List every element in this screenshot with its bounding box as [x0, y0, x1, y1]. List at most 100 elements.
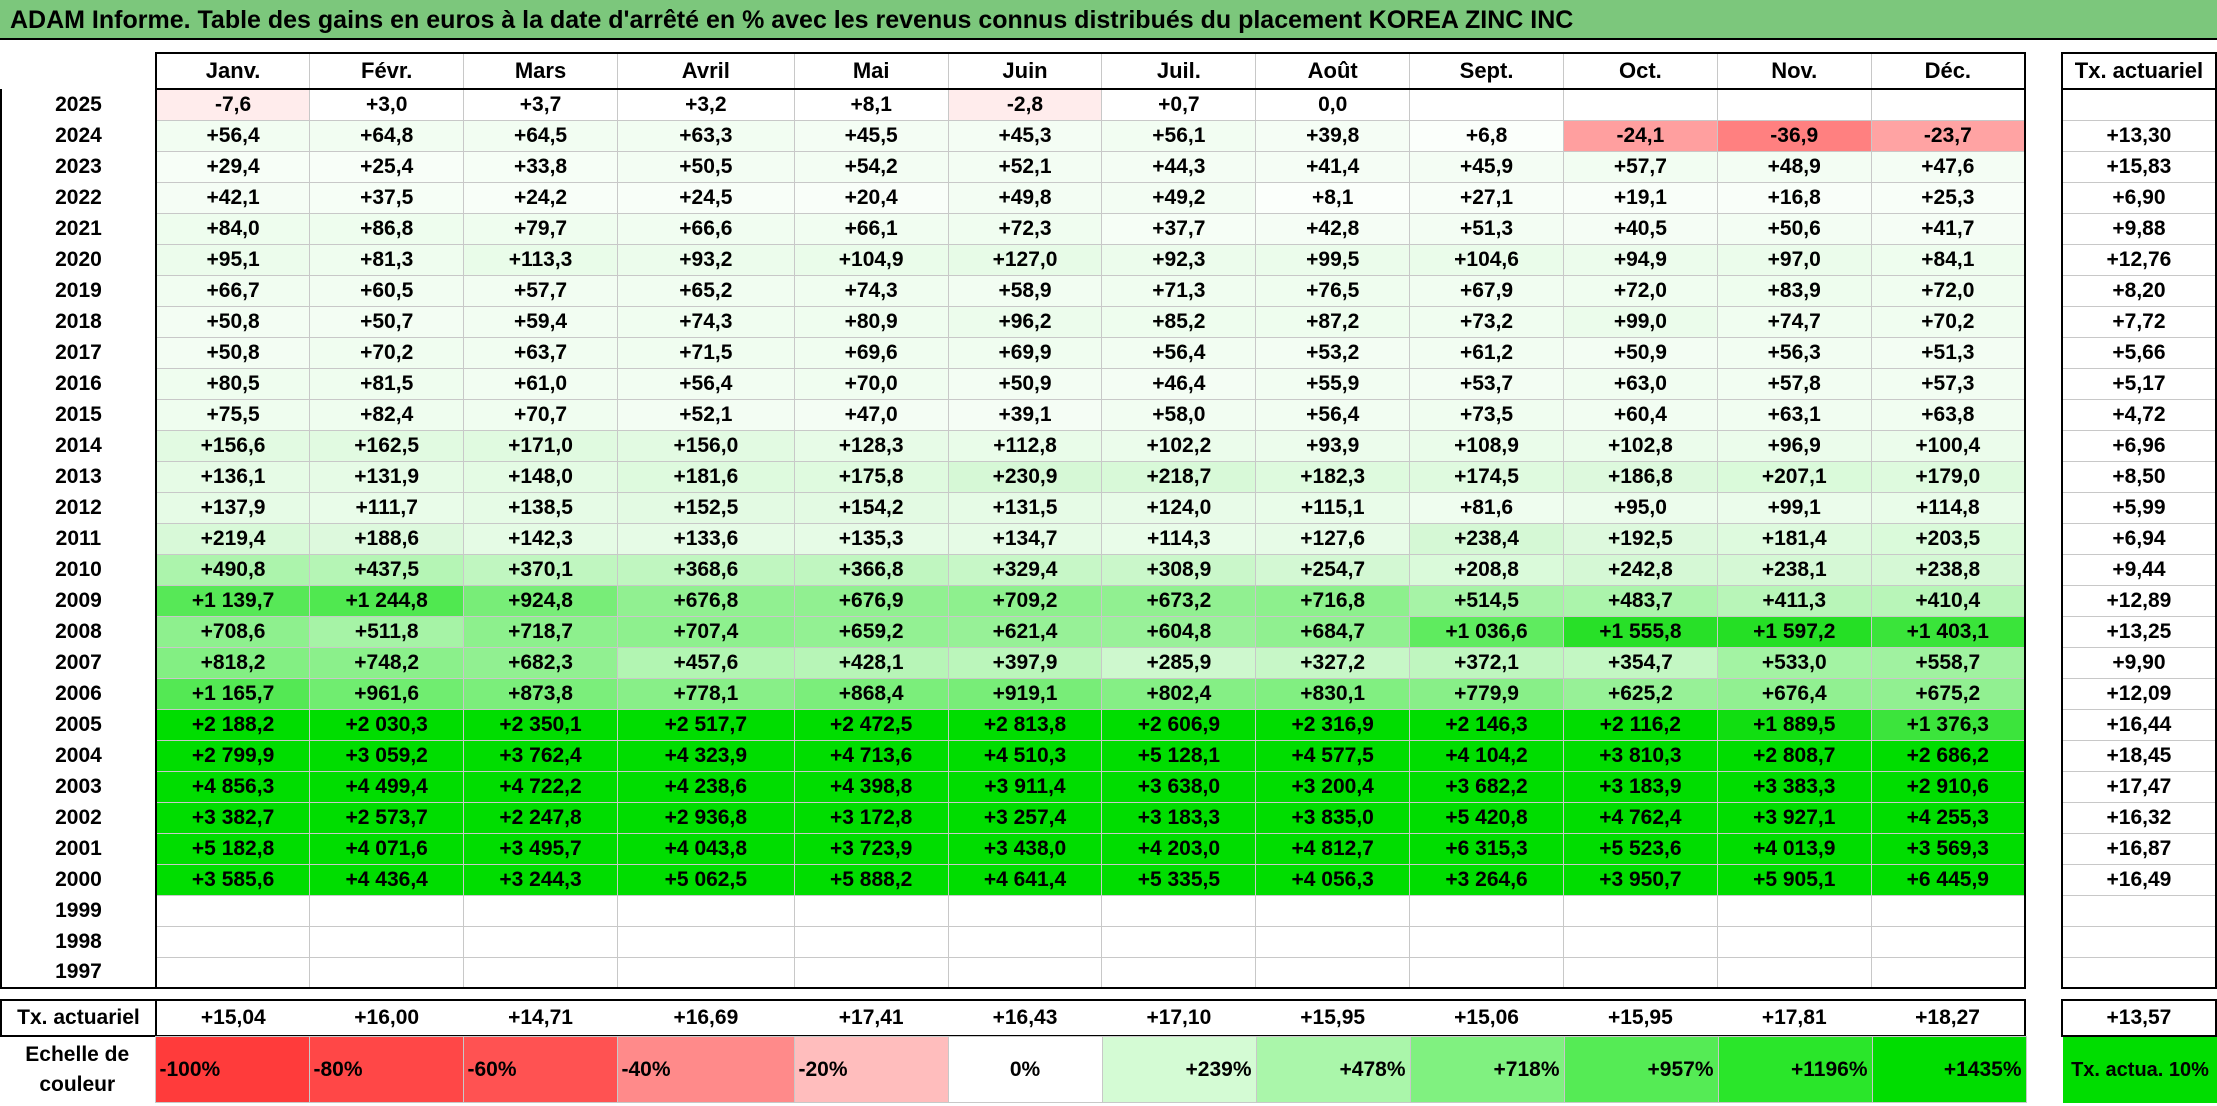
gain-cell: +69,9 — [947, 336, 1103, 369]
gain-cell: +4 499,4 — [309, 770, 465, 803]
gain-cell: +53,7 — [1409, 367, 1564, 400]
gain-cell: +3,0 — [309, 88, 465, 121]
gain-cell: +24,2 — [463, 181, 618, 214]
gain-cell: +625,2 — [1562, 677, 1718, 710]
gain-cell: +3 172,8 — [793, 801, 949, 834]
scale-label: Echelle de couleur — [25, 1042, 130, 1096]
actuarial-rate: +12,76 — [2060, 243, 2217, 276]
gain-cell: +4 577,5 — [1255, 739, 1411, 772]
gain-cell: +1 597,2 — [1716, 615, 1872, 648]
gain-cell: +397,9 — [947, 646, 1103, 679]
spacer-cell — [948, 988, 1102, 1000]
month-actuarial-rate: +14,71 — [463, 999, 618, 1037]
gain-cell: +372,1 — [1409, 646, 1564, 679]
gain-cell: +108,9 — [1409, 429, 1564, 462]
gain-cell: +207,1 — [1716, 460, 1872, 493]
spacer-cell — [463, 988, 618, 1000]
gain-cell: +135,3 — [793, 522, 949, 555]
gain-cell — [1255, 925, 1411, 958]
gain-cell: +162,5 — [309, 429, 465, 462]
actuarial-rate: +9,88 — [2060, 212, 2217, 245]
table-row: 2024 +56,4 +64,8 +64,5 +63,3 +45,5 +45,3 +56,1 +… — [0, 119, 2217, 152]
gap-cell — [2025, 368, 2062, 399]
spacer-cell — [1717, 988, 1872, 1000]
gain-cell: +2 188,2 — [154, 708, 311, 741]
gain-cell: +4 203,0 — [1101, 832, 1257, 865]
gain-cell: +76,5 — [1255, 274, 1411, 307]
gain-cell: +5 523,6 — [1562, 832, 1718, 865]
gain-cell: +748,2 — [309, 646, 465, 679]
gain-cell: +25,3 — [1870, 181, 2026, 214]
gain-cell: +33,8 — [463, 150, 618, 183]
gain-cell: +4 013,9 — [1716, 832, 1872, 865]
gain-cell: +2 472,5 — [793, 708, 949, 741]
month-header: Sept. — [1409, 52, 1564, 90]
gain-cell: +2 517,7 — [616, 708, 795, 741]
gain-cell: +48,9 — [1716, 150, 1872, 183]
table-row: 2002 +3 382,7 +2 573,7 +2 247,8 +2 936,8 +3 1… — [0, 801, 2217, 834]
gap-cell — [2025, 337, 2062, 368]
gain-cell: +230,9 — [947, 460, 1103, 493]
gain-cell: +25,4 — [309, 150, 465, 183]
scale-swatch: -100% — [154, 1036, 310, 1103]
gain-cell: +131,9 — [309, 460, 465, 493]
spacer-cell — [2061, 988, 2216, 1000]
gain-cell: +8,1 — [1255, 181, 1411, 214]
gain-cell: +93,9 — [1255, 429, 1411, 462]
gain-cell: +71,5 — [616, 336, 795, 369]
gain-cell: +27,1 — [1409, 181, 1564, 214]
gain-cell: +3 638,0 — [1101, 770, 1257, 803]
gain-cell: +5 905,1 — [1716, 863, 1872, 896]
spacer-cell — [1, 988, 156, 1000]
gain-cell: +112,8 — [947, 429, 1103, 462]
gain-cell: +558,7 — [1870, 646, 2026, 679]
year-label: 2001 — [0, 833, 157, 864]
gain-cell: +42,1 — [154, 181, 311, 214]
table-row: 2014 +156,6 +162,5 +171,0 +156,0 +128,3 +112,8… — [0, 429, 2217, 462]
gain-cell: +182,3 — [1255, 460, 1411, 493]
gap-cell — [2025, 53, 2062, 89]
gap-cell — [2025, 647, 2062, 678]
gain-cell: +1 376,3 — [1870, 708, 2026, 741]
gain-cell: +3 200,4 — [1255, 770, 1411, 803]
gain-cell: +156,6 — [154, 429, 311, 462]
gain-cell — [793, 894, 949, 927]
gain-cell: +134,7 — [947, 522, 1103, 555]
gain-cell — [1562, 925, 1718, 958]
gain-cell: +327,2 — [1255, 646, 1411, 679]
gain-cell: +2 247,8 — [463, 801, 618, 834]
spacer-cell — [1101, 988, 1256, 1000]
actuarial-rate: +5,17 — [2060, 367, 2217, 400]
gain-cell: +57,3 — [1870, 367, 2026, 400]
gain-cell: +254,7 — [1255, 553, 1411, 586]
gain-cell: +102,2 — [1101, 429, 1257, 462]
scale-swatch: +478% — [1255, 1036, 1411, 1103]
gain-cell: +95,0 — [1562, 491, 1718, 524]
gain-cell: +52,1 — [947, 150, 1103, 183]
gain-cell: +66,7 — [154, 274, 311, 307]
gain-cell: +3 927,1 — [1716, 801, 1872, 834]
gain-cell — [1716, 956, 1872, 989]
gain-cell: +81,3 — [309, 243, 465, 276]
gap-cell — [2025, 492, 2062, 523]
table-row: 2025 -7,6 +3,0 +3,7 +3,2 +8,1 -2,8 +0,7 0,0 — [0, 88, 2217, 121]
gap-cell — [2025, 430, 2062, 461]
gain-cell: +60,5 — [309, 274, 465, 307]
gain-cell: +3 835,0 — [1255, 801, 1411, 834]
gain-cell: +50,9 — [1562, 336, 1718, 369]
year-label: 2010 — [0, 554, 157, 585]
gain-cell: +114,8 — [1870, 491, 2026, 524]
gain-cell: +2 910,6 — [1870, 770, 2026, 803]
month-header: Avril — [616, 52, 795, 90]
gain-cell: +329,4 — [947, 553, 1103, 586]
gain-cell: +49,8 — [947, 181, 1103, 214]
gain-cell: +124,0 — [1101, 491, 1257, 524]
gain-cell: +73,2 — [1409, 305, 1564, 338]
gain-cell: +673,2 — [1101, 584, 1257, 617]
gain-cell — [154, 956, 311, 989]
month-header: Janv. — [154, 52, 311, 90]
gain-cell: +104,6 — [1409, 243, 1564, 276]
gain-cell: +428,1 — [793, 646, 949, 679]
color-scale: Echelle de couleur -100% -80% -60% -40% -20% 0… — [0, 1036, 2217, 1103]
gain-cell: +46,4 — [1101, 367, 1257, 400]
